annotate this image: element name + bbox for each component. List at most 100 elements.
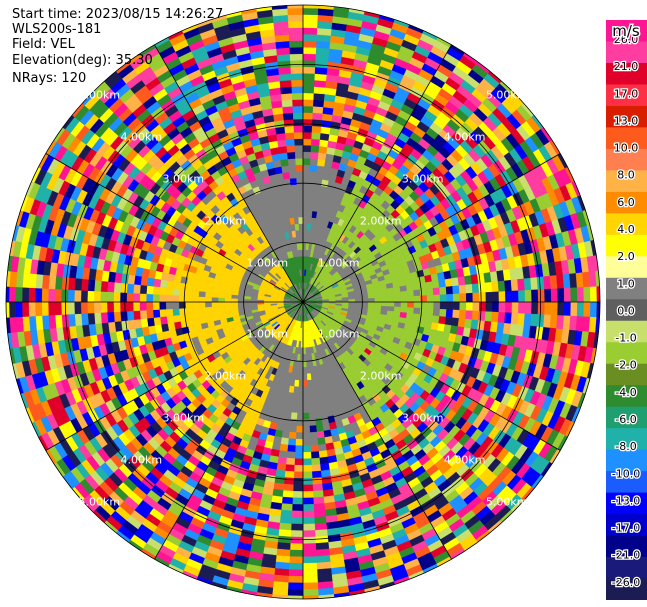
velocity-bin — [205, 311, 213, 318]
velocity-bin — [67, 301, 75, 315]
velocity-bin — [570, 301, 578, 317]
velocity-bin — [80, 278, 89, 291]
velocity-bin — [106, 301, 114, 313]
velocity-bin — [406, 290, 415, 297]
velocity-bin — [126, 292, 134, 303]
velocity-bin — [433, 301, 441, 310]
velocity-bin — [411, 277, 420, 285]
velocity-bin — [172, 301, 180, 310]
velocity-bin — [204, 296, 212, 303]
velocity-bin — [302, 582, 319, 590]
velocity-bin — [224, 297, 232, 303]
velocity-bin — [458, 284, 467, 294]
velocity-bin — [172, 288, 180, 296]
velocity-bin — [191, 307, 200, 314]
velocity-bin — [315, 53, 330, 62]
velocity-bin — [139, 284, 148, 294]
velocity-bin — [313, 509, 326, 518]
velocity-bin — [283, 477, 294, 485]
velocity-bin — [400, 296, 408, 303]
velocity-bin — [452, 309, 460, 319]
velocity-bin — [302, 549, 317, 558]
velocity-bin — [302, 406, 309, 414]
velocity-bin — [8, 301, 17, 318]
velocity-bin — [465, 284, 473, 294]
velocity-bin — [172, 294, 180, 303]
velocity-bin — [278, 450, 288, 459]
velocity-bin — [132, 301, 141, 312]
velocity-bin — [315, 548, 330, 557]
velocity-bin — [569, 315, 578, 331]
velocity-bin — [308, 405, 315, 414]
velocity-bin — [311, 379, 317, 387]
velocity-bin — [302, 471, 313, 479]
velocity-bin — [302, 562, 318, 571]
velocity-bin — [277, 535, 291, 544]
velocity-bin — [309, 158, 319, 166]
velocity-bin — [292, 491, 304, 499]
velocity-bin — [433, 294, 441, 303]
velocity-bin — [302, 523, 316, 531]
velocity-bin — [478, 282, 486, 293]
velocity-bin — [172, 314, 181, 323]
velocity-bin — [302, 458, 312, 466]
velocity-bin — [457, 318, 466, 328]
velocity-bin — [302, 588, 319, 597]
velocity-bin — [87, 301, 95, 314]
velocity-bin — [497, 280, 506, 292]
velocity-bin — [106, 291, 114, 303]
velocity-bin — [452, 285, 460, 295]
velocity-bin — [348, 299, 356, 303]
velocity-bin — [518, 301, 526, 314]
velocity-bin — [185, 307, 193, 315]
velocity-bin — [446, 301, 454, 311]
velocity-bin — [317, 152, 327, 161]
velocity-bin — [413, 295, 421, 303]
velocity-bin — [28, 315, 37, 331]
velocity-bin — [126, 310, 135, 321]
velocity-bin — [302, 20, 318, 29]
velocity-bin — [314, 529, 328, 538]
velocity-bin — [80, 301, 88, 314]
velocity-bin — [368, 301, 376, 306]
velocity-bin — [315, 535, 329, 544]
velocity-bin — [140, 276, 149, 286]
velocity-bin — [387, 297, 395, 303]
velocity-bin — [556, 274, 565, 289]
velocity-bin — [312, 106, 324, 114]
velocity-bin — [381, 297, 389, 303]
velocity-bin — [211, 297, 219, 303]
velocity-bin — [191, 296, 199, 303]
velocity-bin — [290, 530, 304, 538]
velocity-bin — [317, 437, 326, 446]
velocity-bin — [413, 307, 421, 315]
velocity-bin — [28, 301, 36, 317]
velocity-bin — [531, 289, 539, 303]
velocity-bin — [530, 313, 539, 327]
velocity-bin — [302, 380, 308, 388]
velocity-bin — [315, 171, 324, 180]
velocity-bin — [307, 210, 313, 218]
velocity-bin — [312, 119, 323, 127]
velocity-bin — [310, 444, 319, 453]
velocity-bin — [394, 296, 402, 303]
velocity-bin — [100, 301, 108, 313]
velocity-bin — [291, 399, 299, 407]
velocity-bin — [314, 522, 328, 531]
velocity-bin — [399, 285, 408, 292]
velocity-bin — [583, 286, 591, 303]
velocity-bin — [41, 315, 50, 330]
velocity-bin — [311, 132, 321, 140]
velocity-bin — [294, 445, 304, 453]
velocity-bin — [289, 549, 304, 558]
velocity-bin — [289, 556, 304, 564]
velocity-bin — [159, 316, 168, 325]
velocity-bin — [563, 301, 572, 317]
velocity-bin — [444, 278, 453, 288]
velocity-bin — [94, 279, 102, 292]
velocity-bin — [166, 315, 175, 324]
velocity-bin — [274, 561, 290, 570]
velocity-bin — [231, 305, 239, 310]
velocity-bin — [309, 431, 318, 440]
velocity-bin — [302, 432, 311, 440]
